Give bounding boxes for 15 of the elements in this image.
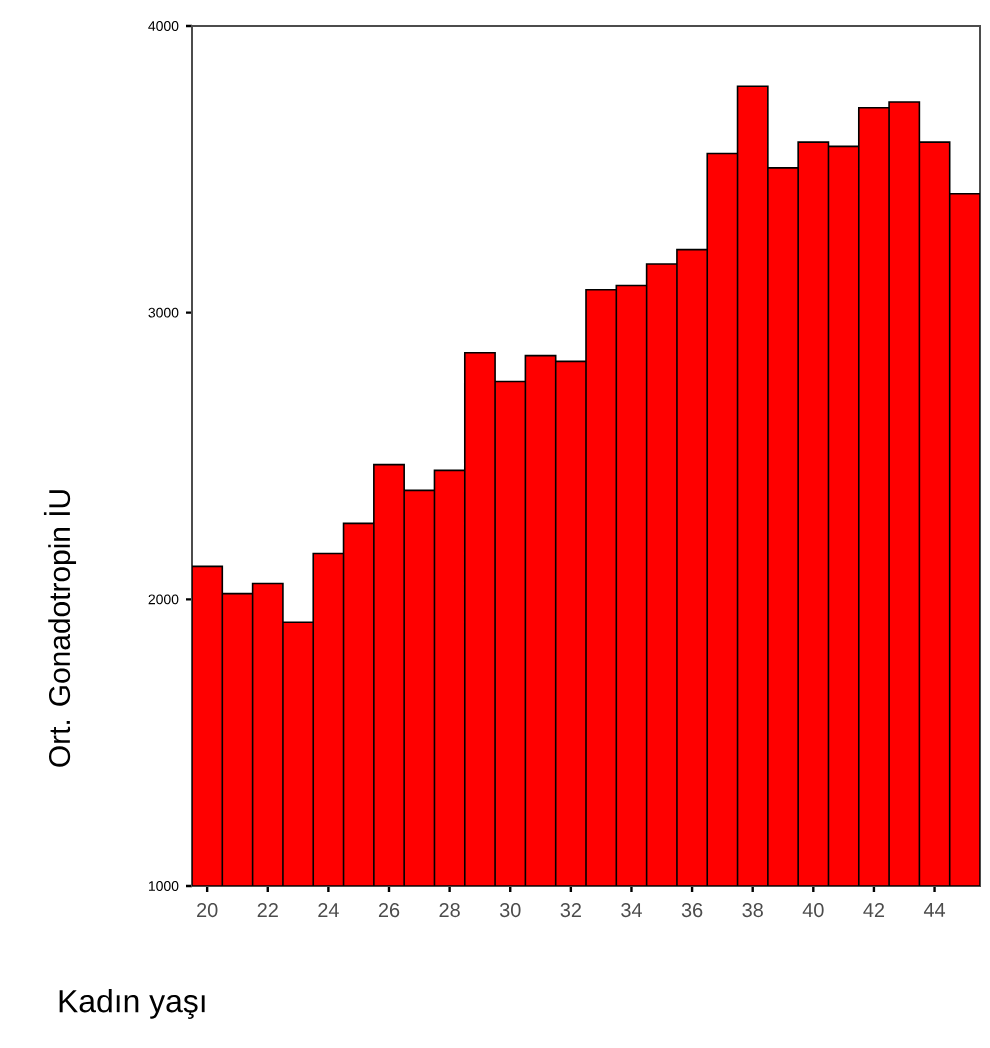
x-tick-label: 30: [499, 903, 521, 918]
x-tick-label: 26: [378, 903, 400, 918]
x-tick-label: 22: [257, 903, 278, 917]
x-tick-label: 34: [621, 903, 642, 918]
x-tick-label: 20: [197, 903, 218, 918]
x-tick-label: 44: [923, 903, 946, 917]
x-tick-label: 28: [439, 903, 460, 918]
x-axis-title: Kadın yaşı: [59, 989, 205, 1019]
x-tick-label: 40: [802, 903, 824, 918]
x-tick-label: 24: [318, 903, 339, 917]
x-tick-label: 42: [863, 903, 885, 917]
x-tick-label: 38: [742, 903, 763, 918]
y-axis-title: Ort. Gonadotropin İU: [43, 490, 77, 767]
x-tick-label: 32: [560, 903, 581, 918]
x-tick-label: 36: [681, 903, 703, 918]
